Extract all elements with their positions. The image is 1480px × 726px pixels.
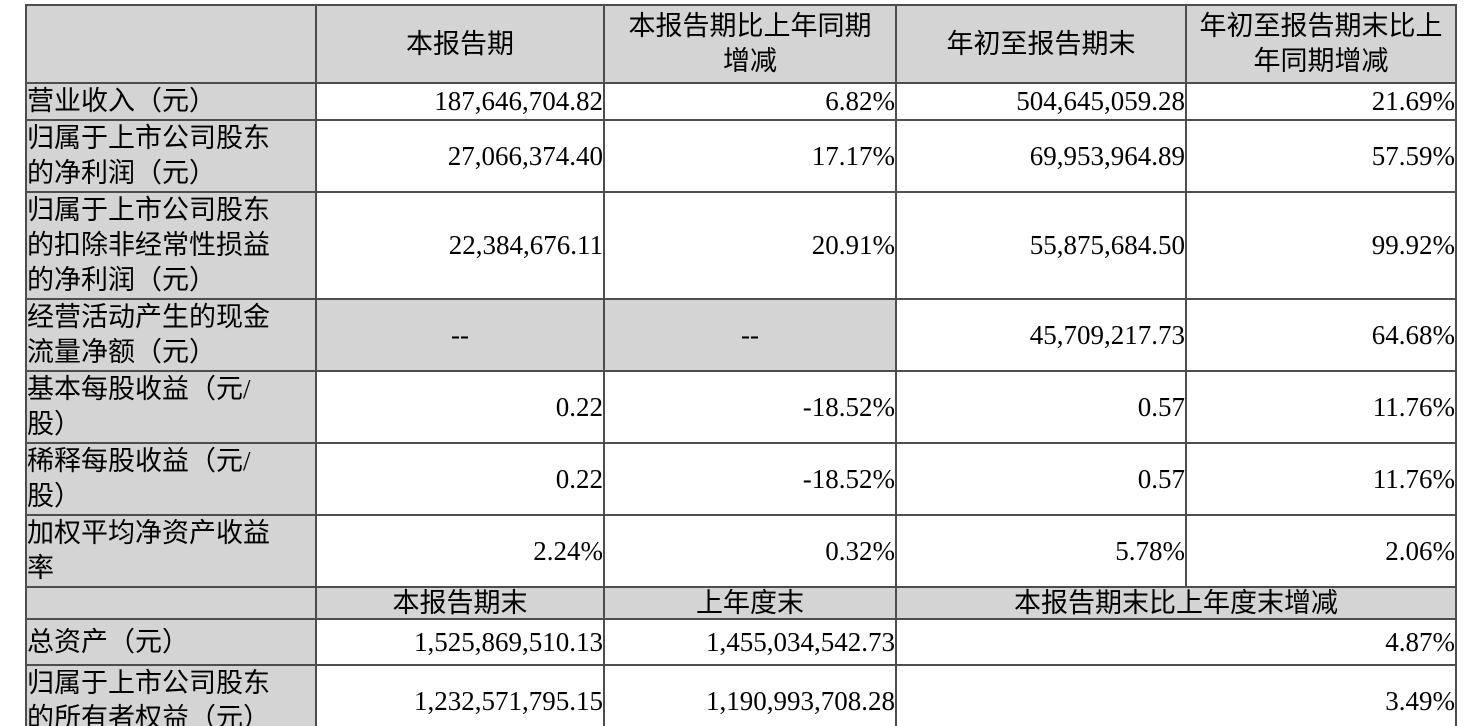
- metric-label-cell: 加权平均净资产收益 率: [25, 514, 317, 588]
- ytd-yoy-change-value: 2.06%: [1185, 514, 1457, 588]
- financial-summary-table: 本报告期 本报告期比上年同期 增减 年初至报告期末 年初至报告期末比上 年同期增…: [25, 4, 1457, 726]
- metric-label-cell: 基本每股收益（元/ 股）: [25, 370, 317, 444]
- ytd-yoy-change-value: 11.76%: [1185, 370, 1457, 444]
- period-end-value: 1,232,571,795.15: [315, 664, 605, 726]
- table-row-basic-eps: 基本每股收益（元/ 股） 0.22 -18.52% 0.57 11.76%: [25, 370, 1457, 444]
- current-period-value: 187,646,704.82: [315, 82, 605, 121]
- subheader-prev-year-end: 上年度末: [603, 586, 897, 620]
- yoy-change-value: -18.52%: [603, 442, 897, 516]
- ytd-value: 45,709,217.73: [895, 298, 1187, 372]
- header-current-period-yoy: 本报告期比上年同期 增减: [603, 4, 897, 84]
- table-row-operating-revenue: 营业收入（元） 187,646,704.82 6.82% 504,645,059…: [25, 82, 1457, 121]
- current-period-value: 0.22: [315, 442, 605, 516]
- header-current-period: 本报告期: [315, 4, 605, 84]
- table-row-operating-cash-flow: 经营活动产生的现金 流量净额（元） -- -- 45,709,217.73 64…: [25, 298, 1457, 372]
- header-ytd-yoy: 年初至报告期末比上 年同期增减: [1185, 4, 1457, 84]
- yoy-change-value-empty: --: [603, 298, 897, 372]
- ytd-value: 0.57: [895, 442, 1187, 516]
- current-period-value: 22,384,676.11: [315, 191, 605, 300]
- current-period-value: 2.24%: [315, 514, 605, 588]
- yoy-change-value: 6.82%: [603, 82, 897, 121]
- metric-label-cell: 稀释每股收益（元/ 股）: [25, 442, 317, 516]
- yoy-change-value: -18.52%: [603, 370, 897, 444]
- current-period-value: 27,066,374.40: [315, 119, 605, 193]
- prev-year-end-value: 1,190,993,708.28: [603, 664, 897, 726]
- metric-label-cell: 总资产（元）: [25, 618, 317, 666]
- subheader-change-span: 本报告期末比上年度末增减: [895, 586, 1457, 620]
- table-row-net-profit-excl-nonrecurring: 归属于上市公司股东 的扣除非经常性损益 的净利润（元） 22,384,676.1…: [25, 191, 1457, 300]
- ytd-value: 504,645,059.28: [895, 82, 1187, 121]
- table-row-net-profit: 归属于上市公司股东 的净利润（元） 27,066,374.40 17.17% 6…: [25, 119, 1457, 193]
- yoy-change-value: 17.17%: [603, 119, 897, 193]
- ytd-value: 5.78%: [895, 514, 1187, 588]
- metric-label-cell: 归属于上市公司股东 的净利润（元）: [25, 119, 317, 193]
- table-row-diluted-eps: 稀释每股收益（元/ 股） 0.22 -18.52% 0.57 11.76%: [25, 442, 1457, 516]
- header-ytd: 年初至报告期末: [895, 4, 1187, 84]
- table-row-weighted-avg-roe: 加权平均净资产收益 率 2.24% 0.32% 5.78% 2.06%: [25, 514, 1457, 588]
- current-period-value: 0.22: [315, 370, 605, 444]
- ytd-yoy-change-value: 99.92%: [1185, 191, 1457, 300]
- change-value: 3.49%: [895, 664, 1457, 726]
- ytd-value: 55,875,684.50: [895, 191, 1187, 300]
- ytd-yoy-change-value: 11.76%: [1185, 442, 1457, 516]
- change-value: 4.87%: [895, 618, 1457, 666]
- metric-label-cell: 营业收入（元）: [25, 82, 317, 121]
- prev-year-end-value: 1,455,034,542.73: [603, 618, 897, 666]
- ytd-yoy-change-value: 64.68%: [1185, 298, 1457, 372]
- subheader-period-end: 本报告期末: [315, 586, 605, 620]
- header-corner-cell: [25, 4, 317, 84]
- ytd-value: 69,953,964.89: [895, 119, 1187, 193]
- ytd-value: 0.57: [895, 370, 1187, 444]
- table-row-total-assets: 总资产（元） 1,525,869,510.13 1,455,034,542.73…: [25, 618, 1457, 666]
- table-row-shareholders-equity: 归属于上市公司股东 的所有者权益（元） 1,232,571,795.15 1,1…: [25, 664, 1457, 726]
- yoy-change-value: 20.91%: [603, 191, 897, 300]
- subheader-corner-cell: [25, 586, 317, 620]
- ytd-yoy-change-value: 57.59%: [1185, 119, 1457, 193]
- period-end-value: 1,525,869,510.13: [315, 618, 605, 666]
- ytd-yoy-change-value: 21.69%: [1185, 82, 1457, 121]
- metric-label-cell: 归属于上市公司股东 的所有者权益（元）: [25, 664, 317, 726]
- current-period-value-empty: --: [315, 298, 605, 372]
- metric-label-cell: 归属于上市公司股东 的扣除非经常性损益 的净利润（元）: [25, 191, 317, 300]
- metric-label-cell: 经营活动产生的现金 流量净额（元）: [25, 298, 317, 372]
- yoy-change-value: 0.32%: [603, 514, 897, 588]
- table-header-row: 本报告期 本报告期比上年同期 增减 年初至报告期末 年初至报告期末比上 年同期增…: [25, 4, 1457, 84]
- table-subheader-row: 本报告期末 上年度末 本报告期末比上年度末增减: [25, 586, 1457, 620]
